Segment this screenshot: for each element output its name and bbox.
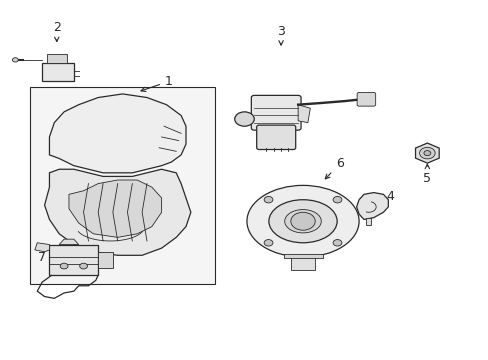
Bar (30, 87, 215, 284)
Bar (47, 54, 66, 63)
Ellipse shape (246, 185, 358, 257)
Polygon shape (366, 218, 370, 225)
Bar (290, 255, 315, 270)
Circle shape (264, 197, 272, 203)
Polygon shape (44, 169, 190, 255)
Circle shape (60, 263, 68, 269)
Text: 3: 3 (277, 25, 285, 45)
FancyBboxPatch shape (251, 95, 301, 130)
FancyBboxPatch shape (256, 125, 295, 149)
Polygon shape (356, 193, 387, 220)
Polygon shape (35, 243, 49, 252)
Bar (98, 252, 113, 268)
Bar (283, 254, 322, 258)
FancyBboxPatch shape (356, 93, 375, 106)
Bar (42, 63, 74, 81)
Circle shape (234, 112, 254, 126)
Bar (49, 244, 98, 275)
Circle shape (332, 239, 341, 246)
Text: 7: 7 (38, 251, 58, 264)
Ellipse shape (284, 210, 321, 233)
Circle shape (332, 197, 341, 203)
Text: 2: 2 (53, 21, 61, 41)
Text: 4: 4 (380, 190, 394, 211)
Polygon shape (415, 143, 438, 163)
Text: 5: 5 (423, 164, 430, 185)
Circle shape (264, 239, 272, 246)
Circle shape (80, 263, 87, 269)
Circle shape (12, 58, 18, 62)
Polygon shape (49, 94, 185, 173)
Ellipse shape (268, 200, 336, 243)
Circle shape (290, 212, 315, 230)
Text: 6: 6 (325, 157, 343, 179)
Circle shape (419, 147, 434, 159)
Polygon shape (298, 105, 310, 123)
Circle shape (423, 150, 430, 156)
Polygon shape (69, 180, 161, 237)
Text: 1: 1 (141, 75, 172, 91)
Polygon shape (59, 239, 79, 244)
